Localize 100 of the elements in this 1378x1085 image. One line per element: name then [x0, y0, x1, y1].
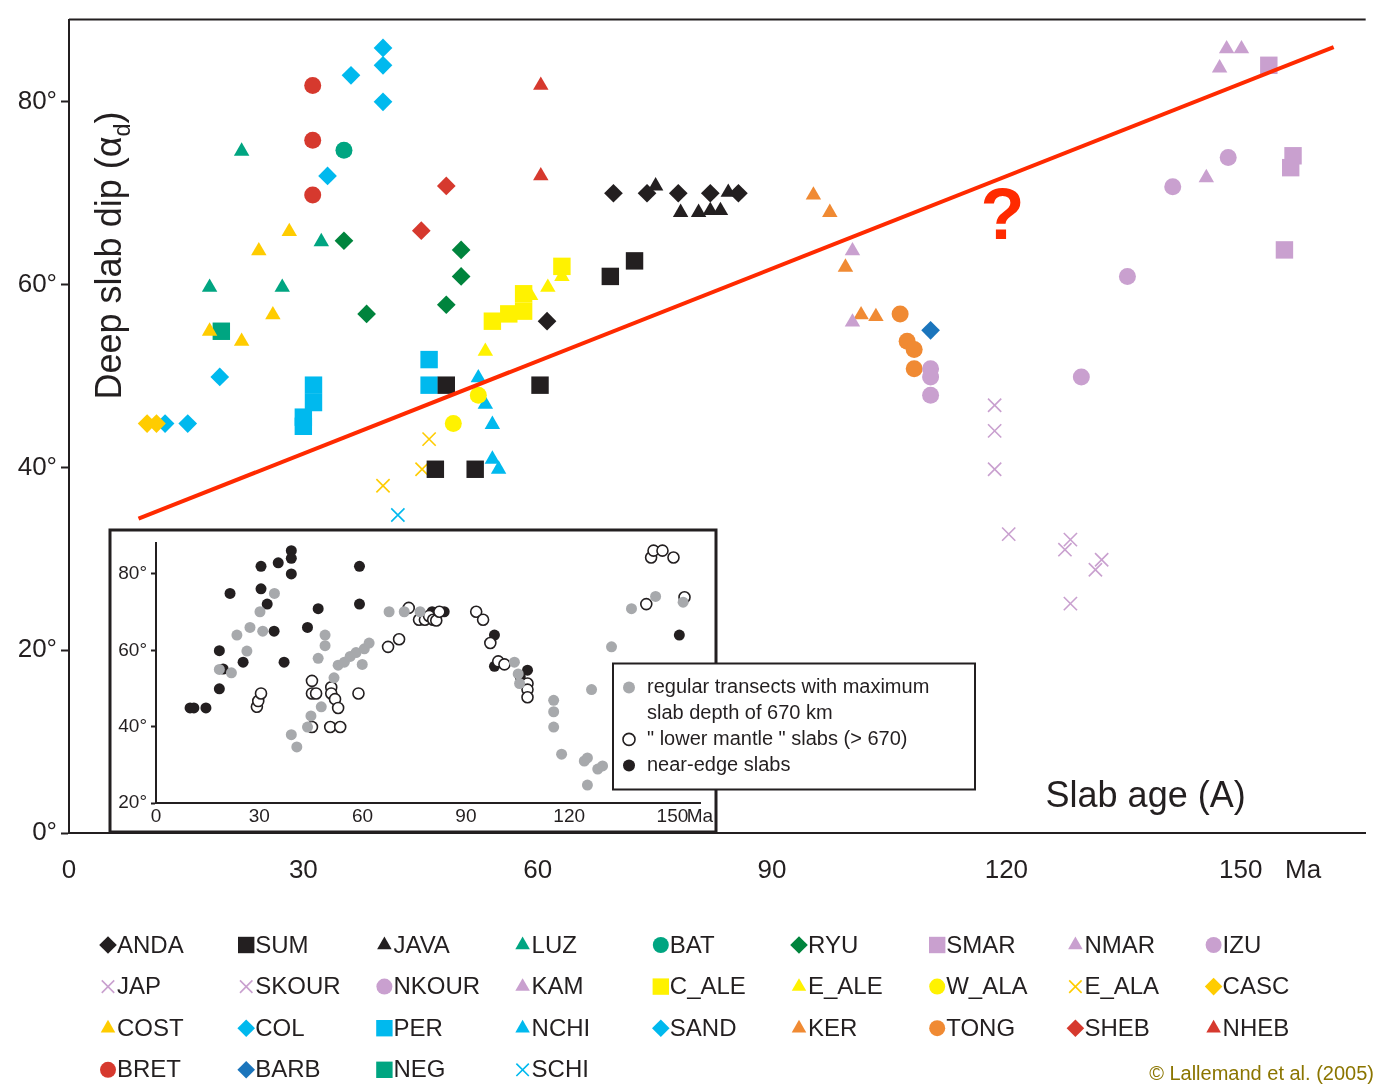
point [213, 663, 225, 675]
legend-label: SCHI [531, 1055, 589, 1083]
point [853, 305, 869, 320]
point [606, 641, 618, 653]
y-axis-title: Deep slab dip (αd) [88, 111, 135, 400]
point [261, 598, 273, 610]
y-tick-label: 80° [118, 562, 147, 584]
point [254, 687, 268, 700]
point [1063, 596, 1078, 612]
legend-label: SKOUR [255, 972, 341, 1000]
point [312, 603, 324, 615]
y-tick-label: 20° [118, 791, 147, 813]
point [1072, 368, 1090, 386]
y-tick-label: 40° [118, 714, 147, 736]
point [285, 568, 297, 580]
point [805, 186, 822, 200]
point [420, 350, 438, 369]
point [469, 386, 487, 404]
point [224, 587, 236, 599]
point [254, 606, 266, 618]
point [268, 625, 280, 637]
point [484, 636, 497, 650]
point [353, 598, 365, 610]
point [357, 304, 376, 324]
point [331, 701, 345, 715]
point [257, 625, 269, 637]
point [987, 461, 1003, 477]
point [690, 203, 707, 217]
point [601, 267, 620, 286]
point [868, 307, 884, 322]
point [213, 683, 225, 695]
point [251, 241, 267, 256]
point [301, 721, 313, 733]
point [656, 544, 669, 557]
point [673, 629, 685, 641]
point [383, 606, 395, 618]
point [356, 658, 368, 670]
x-tick-label: 90 [455, 804, 477, 826]
point [1233, 39, 1250, 54]
point [514, 678, 526, 690]
legend-label: JAP [117, 972, 162, 1000]
legend-label: BRET [117, 1055, 182, 1083]
point [213, 645, 225, 657]
legend-label: IZU [1222, 930, 1262, 958]
legend-label: NCHI [531, 1013, 591, 1041]
point [436, 176, 456, 196]
legend-label: NMAR [1084, 930, 1156, 958]
point [433, 605, 446, 619]
point [477, 342, 494, 356]
x-tick-label: 90 [757, 853, 787, 884]
point [905, 360, 923, 378]
x-tick-label: 120 [984, 853, 1029, 884]
point [309, 687, 323, 700]
point [200, 702, 212, 714]
point [237, 656, 249, 668]
legend-label: SUM [255, 930, 309, 958]
point [281, 222, 298, 237]
point [274, 278, 290, 292]
legend-label: JAVA [393, 930, 450, 958]
point [668, 183, 688, 203]
point [304, 76, 322, 94]
point [844, 241, 861, 256]
x-tick-label: 150 [1219, 853, 1263, 884]
legend-label: W_ALA [946, 972, 1028, 1000]
legend-label: RYU [808, 930, 859, 958]
point [278, 656, 290, 668]
legend-label: NKOUR [393, 972, 481, 1000]
x-tick-label: 120 [553, 804, 586, 826]
point [700, 183, 720, 203]
point [1219, 149, 1237, 167]
legend-label: regular transects with maximum slab depth of 670 km [647, 674, 930, 723]
point [328, 672, 340, 684]
point [521, 690, 534, 704]
point [1218, 39, 1235, 54]
point [225, 667, 237, 679]
legend-label: NHEB [1222, 1013, 1290, 1041]
point [231, 629, 243, 641]
legend-label: SHEB [1084, 1013, 1150, 1041]
point [233, 142, 250, 156]
legend-label: " lower mantle " slabs (> 670) [647, 726, 908, 749]
y-tick-label: 60° [118, 638, 147, 660]
point [533, 166, 549, 181]
point [581, 779, 593, 791]
point [390, 507, 406, 523]
point [1087, 562, 1103, 578]
point [639, 597, 653, 611]
x-tick-label: 150 [656, 804, 689, 826]
point [922, 386, 940, 404]
point [265, 305, 281, 320]
point [301, 621, 313, 633]
point [604, 183, 623, 203]
point [905, 341, 923, 359]
point [398, 606, 410, 618]
point [353, 560, 365, 572]
point [469, 605, 483, 619]
legend-label: E_ALA [1084, 972, 1160, 1000]
point [537, 311, 557, 331]
point [483, 312, 502, 330]
legend-label: C_ALE [669, 972, 746, 1000]
point [451, 267, 471, 286]
